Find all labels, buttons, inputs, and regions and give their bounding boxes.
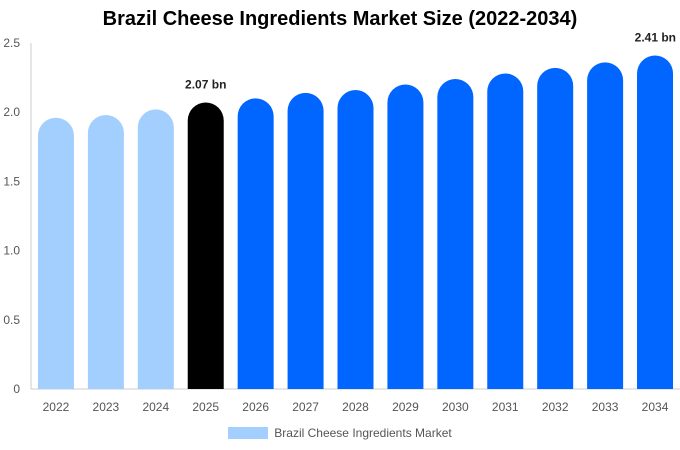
x-tick-label: 2034 xyxy=(642,400,669,414)
bar-2029[interactable] xyxy=(387,84,424,390)
x-tick-label: 2024 xyxy=(142,400,169,414)
bar-2022[interactable] xyxy=(37,117,74,389)
bar-2028[interactable] xyxy=(337,90,374,390)
x-tick-label: 2029 xyxy=(392,400,419,414)
legend-swatch xyxy=(228,427,269,439)
x-tick-label: 2023 xyxy=(93,400,120,414)
bar-2032[interactable] xyxy=(537,67,574,390)
bar-2034[interactable] xyxy=(637,55,674,390)
x-tick-label: 2032 xyxy=(542,400,569,414)
data-label-2025: 2.07 bn xyxy=(185,78,226,92)
x-tick-label: 2022 xyxy=(43,400,70,414)
x-tick-label: 2025 xyxy=(192,400,219,414)
bar-2023[interactable] xyxy=(87,114,124,389)
bar-2024[interactable] xyxy=(137,109,174,389)
bar-2030[interactable] xyxy=(437,78,474,389)
y-tick-label: 2.0 xyxy=(3,105,20,119)
data-label-2034: 2.41 bn xyxy=(635,30,676,44)
x-tick-label: 2026 xyxy=(242,400,269,414)
bar-2031[interactable] xyxy=(487,73,524,389)
y-tick-label: 0 xyxy=(13,382,20,396)
x-tick-label: 2033 xyxy=(592,400,619,414)
chart-title: Brazil Cheese Ingredients Market Size (2… xyxy=(102,8,578,30)
x-tick-label: 2027 xyxy=(292,400,319,414)
x-tick-label: 2031 xyxy=(492,400,519,414)
legend-label: Brazil Cheese Ingredients Market xyxy=(274,426,452,440)
y-tick-label: 0.5 xyxy=(3,313,20,327)
bar-2025[interactable] xyxy=(187,102,224,390)
y-tick-label: 1.5 xyxy=(3,174,20,188)
bar-2033[interactable] xyxy=(587,62,624,389)
y-tick-label: 2.5 xyxy=(3,36,20,50)
y-tick-label: 1.0 xyxy=(3,244,20,258)
bar-2026[interactable] xyxy=(237,98,274,390)
x-tick-label: 2028 xyxy=(342,400,369,414)
bar-2027[interactable] xyxy=(287,92,324,389)
x-tick-label: 2030 xyxy=(442,400,469,414)
legend[interactable]: Brazil Cheese Ingredients Market xyxy=(0,426,680,440)
